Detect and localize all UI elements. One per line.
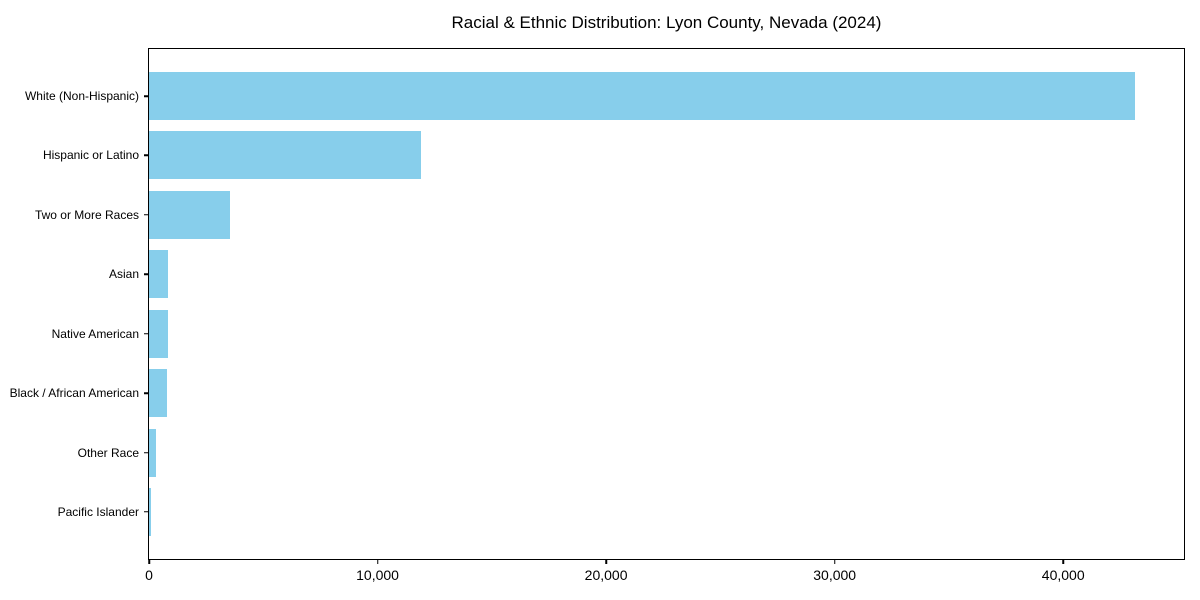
x-axis-tick [605, 560, 607, 564]
x-axis-tick [148, 560, 150, 564]
bar [149, 72, 1136, 120]
plot-area: White (Non-Hispanic) Hispanic or Latino Tw… [10, 48, 1185, 583]
y-axis-label: Two or More Races [34, 207, 139, 222]
bar-row: Pacific Islander [58, 487, 1184, 536]
bar [149, 309, 169, 358]
y-axis-tick [144, 95, 148, 97]
y-axis-tick [144, 451, 148, 454]
x-axis-tick-label: 20,000 [584, 567, 628, 583]
y-axis-label: Black / African American [9, 386, 139, 401]
y-axis-label: Other Race [77, 445, 139, 460]
bar-row: Hispanic or Latino [43, 131, 1184, 180]
bar-row: Other Race [78, 428, 1184, 477]
bar-row: Black / African American [10, 369, 1184, 418]
bar-row: Two or More Races [35, 190, 1184, 239]
y-axis-tick [144, 392, 148, 394]
y-axis-tick [144, 273, 148, 276]
y-axis-tick [144, 511, 148, 513]
x-axis-tick [376, 560, 379, 564]
x-axis-tick [833, 560, 836, 564]
bar [149, 487, 151, 536]
bar-row: Asian [109, 250, 1184, 299]
bar [149, 369, 167, 418]
bar [149, 131, 421, 180]
bar-row: White (Non-Hispanic) [25, 72, 1184, 120]
x-axis-tick [1062, 560, 1064, 564]
x-axis-tick-label: 10,000 [356, 567, 399, 583]
y-axis-label: Asian [108, 267, 139, 282]
x-axis-tick-label: 40,000 [1041, 567, 1085, 583]
y-axis-label: Hispanic or Latino [42, 148, 139, 163]
bar [149, 190, 230, 239]
x-axis-tick-label: 0 [145, 567, 153, 583]
x-axis-tick-label: 30,000 [813, 567, 857, 583]
y-axis-tick [144, 154, 148, 157]
y-axis-label: Pacific Islander [57, 504, 139, 519]
y-axis-label: White (Non-Hispanic) [24, 89, 139, 103]
chart-title: Racial & Ethnic Distribution: Lyon Count… [451, 13, 882, 32]
bar [149, 428, 156, 477]
bar [149, 250, 169, 299]
y-axis-label: Native American [51, 326, 139, 341]
bar-row: Native American [52, 309, 1184, 358]
bars-container: White (Non-Hispanic) Hispanic or Latino Tw… [10, 49, 1184, 559]
y-axis-tick [144, 332, 148, 335]
y-axis-tick [144, 214, 148, 216]
